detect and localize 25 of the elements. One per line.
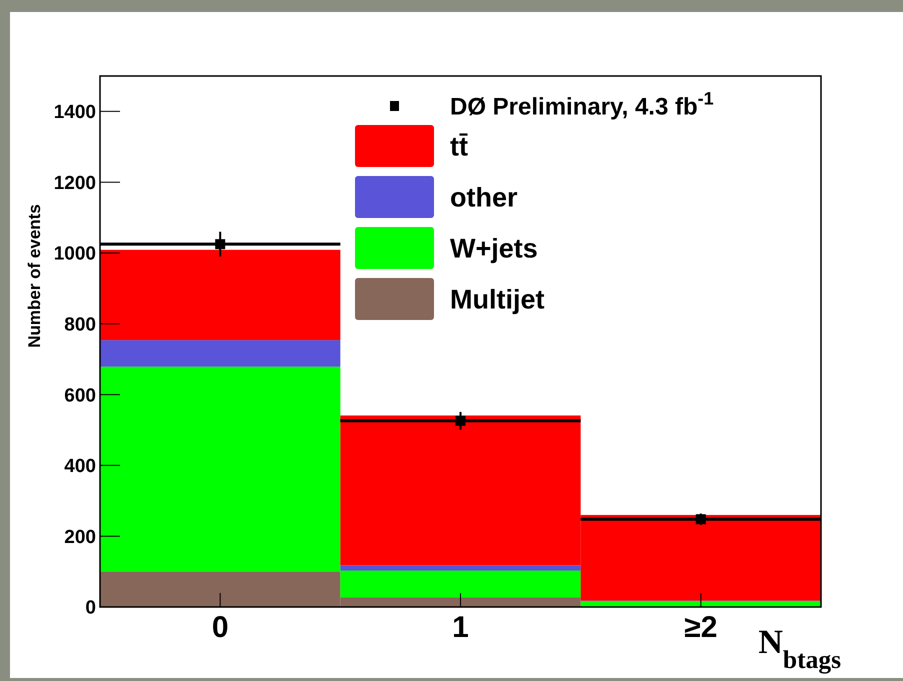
bar (100, 250, 340, 340)
point (215, 239, 226, 250)
y-tick-label: 800 (64, 314, 96, 336)
point (456, 416, 466, 426)
y-tick-label: 1400 (54, 102, 96, 124)
y-axis-title: Number of events (25, 204, 44, 348)
y-tick-label: 0 (85, 598, 96, 619)
x-axis-title: N$_{btags}$ (758, 624, 842, 674)
y-tick-label: 1000 (54, 244, 96, 265)
legend-label: Multijet (450, 284, 544, 314)
legend-label: tt̄ (450, 131, 468, 162)
x-tick-label: 1 (452, 611, 469, 644)
bar (580, 600, 821, 607)
y-tick-label: 400 (64, 456, 96, 478)
point (696, 514, 706, 524)
x-tick-label: 0 (212, 611, 229, 644)
y-tick-label: 200 (64, 526, 96, 548)
legend-label: other (450, 182, 518, 212)
bar (100, 340, 340, 367)
bar (340, 565, 581, 571)
y-tick-label: 1200 (54, 172, 96, 194)
y-tick-label: 600 (64, 385, 96, 406)
legend-label: W+jets (450, 233, 538, 264)
legend-label: DØ Preliminary, 4.3 fb$^{-1}$ (450, 88, 714, 120)
x-tick-label: ≥2 (684, 611, 718, 644)
